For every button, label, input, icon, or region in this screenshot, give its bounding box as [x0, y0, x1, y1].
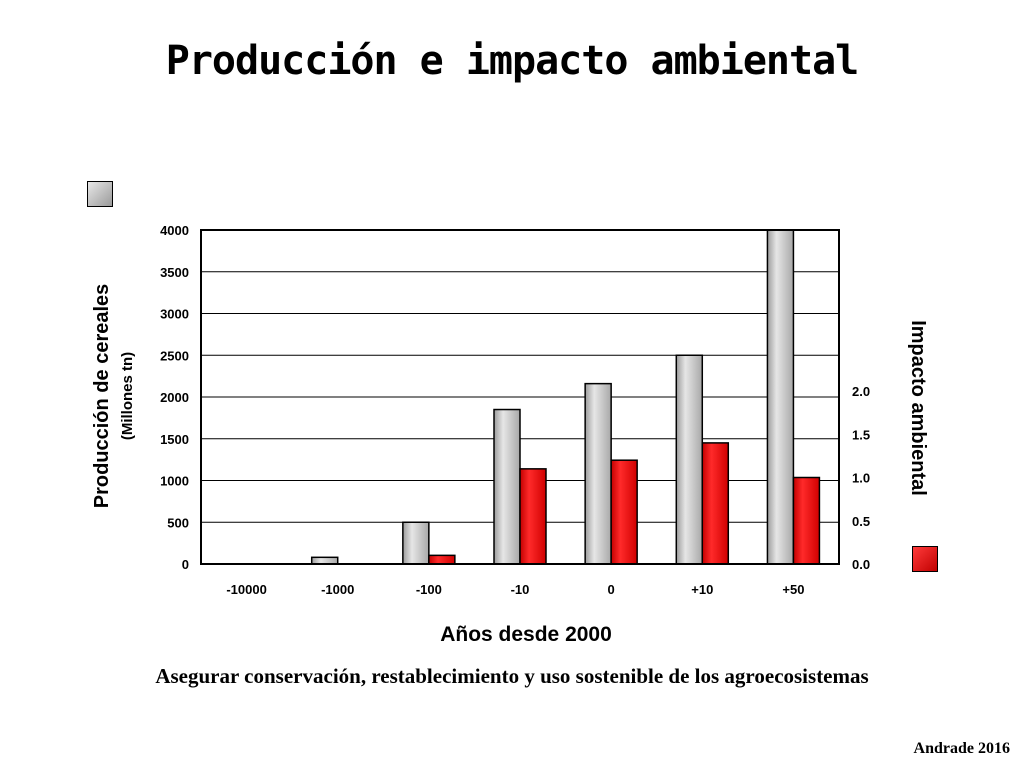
y-tick-label: 0 [182, 557, 189, 572]
production-bar [766, 229, 795, 565]
impact-bar [701, 442, 730, 565]
y2-tick-label: 1.0 [852, 471, 870, 486]
impact-bar [610, 459, 638, 565]
y-axis-title: Producción de cereales [91, 284, 113, 509]
y-tick-label: 1500 [160, 432, 189, 447]
x-tick-label: -10000 [226, 582, 266, 597]
production-bar [493, 408, 521, 565]
y2-tick-label: 2.0 [852, 384, 870, 399]
slide-subtitle: Asegurar conservación, restablecimiento … [155, 664, 869, 688]
x-tick-label: +10 [691, 582, 713, 597]
y-tick-label: 3500 [160, 265, 189, 280]
bars [310, 229, 821, 565]
x-tick-label: -100 [416, 582, 442, 597]
y2-tick-labels: 0.0 0.5 1.0 1.5 2.0 [852, 384, 870, 572]
production-bar [402, 521, 430, 565]
x-tick-labels: -10000 -1000 -100 -10 0 +10 +50 [226, 582, 804, 597]
legend-impact-swatch [912, 546, 938, 572]
legend-production-swatch [87, 181, 113, 207]
y-tick-label: 2000 [160, 390, 189, 405]
plot-frame [200, 229, 840, 565]
y-tick-label: 2500 [160, 348, 189, 363]
impact-bar [792, 476, 821, 565]
impact-bar [428, 554, 456, 565]
production-bar [310, 556, 339, 565]
bar-chart: 0 500 1000 1500 2000 2500 3000 3500 4000 0.0 0.5 1… [91, 223, 929, 646]
y-tick-labels: 0 500 1000 1500 2000 2500 3000 3500 4000 [160, 223, 189, 572]
y-axis-subtitle: (Millones tn) [119, 352, 136, 440]
y-tick-label: 500 [167, 515, 189, 530]
page-title: Producción e impacto ambiental [165, 38, 859, 84]
x-axis-title: Años desde 2000 [440, 623, 612, 646]
production-bar [675, 354, 704, 565]
y-tick-label: 3000 [160, 307, 189, 322]
y2-tick-label: 0.0 [852, 557, 870, 572]
y2-axis-title: Impacto ambiental [907, 320, 929, 496]
x-tick-label: -1000 [321, 582, 354, 597]
production-bar [584, 382, 612, 565]
x-tick-label: +50 [782, 582, 804, 597]
y-tick-label: 4000 [160, 223, 189, 238]
x-tick-label: -10 [511, 582, 530, 597]
y2-tick-label: 1.5 [852, 427, 870, 442]
y2-tick-label: 0.5 [852, 514, 870, 529]
author-credit: Andrade 2016 [913, 740, 1010, 757]
impact-bar [519, 468, 547, 565]
y-tick-label: 1000 [160, 474, 189, 489]
x-tick-label: 0 [608, 582, 615, 597]
